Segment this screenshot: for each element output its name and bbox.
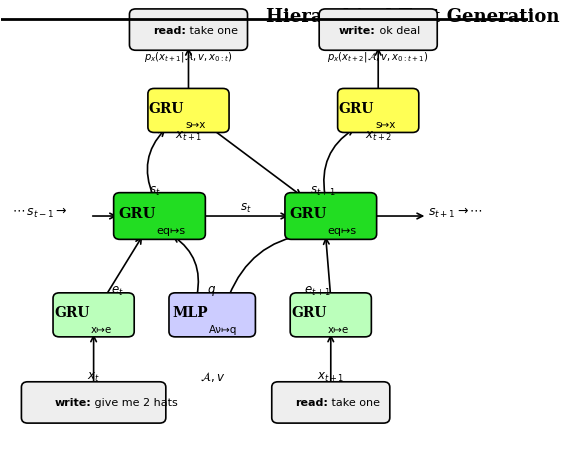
Text: write:: write: bbox=[54, 398, 91, 408]
Text: $s_{t+1}$: $s_{t+1}$ bbox=[310, 184, 336, 197]
Text: read:: read: bbox=[153, 26, 186, 36]
Text: x↦e: x↦e bbox=[90, 324, 112, 334]
Text: GRU: GRU bbox=[291, 305, 327, 319]
FancyBboxPatch shape bbox=[290, 293, 371, 337]
Text: $s_t$: $s_t$ bbox=[150, 184, 161, 197]
Text: take one: take one bbox=[328, 398, 380, 408]
FancyBboxPatch shape bbox=[285, 193, 377, 240]
Text: $x_{t+1}$: $x_{t+1}$ bbox=[175, 129, 202, 143]
Text: $p_x(x_{t+1}|\mathcal{A}, v, x_{0:t})$: $p_x(x_{t+1}|\mathcal{A}, v, x_{0:t})$ bbox=[144, 50, 233, 64]
FancyBboxPatch shape bbox=[338, 89, 419, 133]
Text: $e_t$: $e_t$ bbox=[111, 284, 124, 297]
FancyBboxPatch shape bbox=[169, 293, 255, 337]
Text: give me 2 hats: give me 2 hats bbox=[91, 398, 177, 408]
Text: $s_t$: $s_t$ bbox=[240, 202, 251, 215]
Text: $q$: $q$ bbox=[207, 284, 216, 298]
Text: ok deal: ok deal bbox=[376, 26, 420, 36]
Text: eq↦s: eq↦s bbox=[328, 226, 357, 235]
FancyBboxPatch shape bbox=[21, 382, 166, 423]
Text: Hierarchical Text Generation: Hierarchical Text Generation bbox=[266, 8, 560, 26]
Text: Aν↦q: Aν↦q bbox=[209, 324, 238, 334]
Text: s↦x: s↦x bbox=[186, 120, 206, 130]
Text: $x_{t+1}$: $x_{t+1}$ bbox=[317, 370, 344, 383]
Text: s↦x: s↦x bbox=[375, 120, 395, 130]
Text: read:: read: bbox=[295, 398, 328, 408]
Text: MLP: MLP bbox=[172, 305, 208, 319]
Text: $\cdots\, s_{t-1} \rightarrow$: $\cdots\, s_{t-1} \rightarrow$ bbox=[12, 206, 67, 220]
Text: GRU: GRU bbox=[54, 305, 90, 319]
FancyBboxPatch shape bbox=[129, 10, 247, 51]
FancyBboxPatch shape bbox=[319, 10, 437, 51]
Text: write:: write: bbox=[339, 26, 376, 36]
Text: $p_x(x_{t+2}|\mathcal{A}, v, x_{0:t+1})$: $p_x(x_{t+2}|\mathcal{A}, v, x_{0:t+1})$ bbox=[328, 50, 429, 64]
Text: GRU: GRU bbox=[339, 101, 374, 115]
Text: GRU: GRU bbox=[289, 207, 327, 221]
Text: $s_{t+1} \rightarrow \cdots$: $s_{t+1} \rightarrow \cdots$ bbox=[428, 206, 483, 220]
Text: $x_{t+2}$: $x_{t+2}$ bbox=[365, 129, 392, 143]
Text: $x_t$: $x_t$ bbox=[87, 370, 100, 383]
Text: take one: take one bbox=[186, 26, 238, 36]
FancyBboxPatch shape bbox=[272, 382, 390, 423]
Text: $e_{t+1}$: $e_{t+1}$ bbox=[304, 284, 331, 297]
FancyBboxPatch shape bbox=[114, 193, 205, 240]
FancyBboxPatch shape bbox=[53, 293, 134, 337]
Text: $\mathcal{A}, v$: $\mathcal{A}, v$ bbox=[199, 369, 225, 383]
Text: x↦e: x↦e bbox=[328, 324, 349, 334]
Text: eq↦s: eq↦s bbox=[156, 226, 186, 235]
Text: GRU: GRU bbox=[149, 101, 184, 115]
Text: GRU: GRU bbox=[118, 207, 155, 221]
FancyBboxPatch shape bbox=[148, 89, 229, 133]
